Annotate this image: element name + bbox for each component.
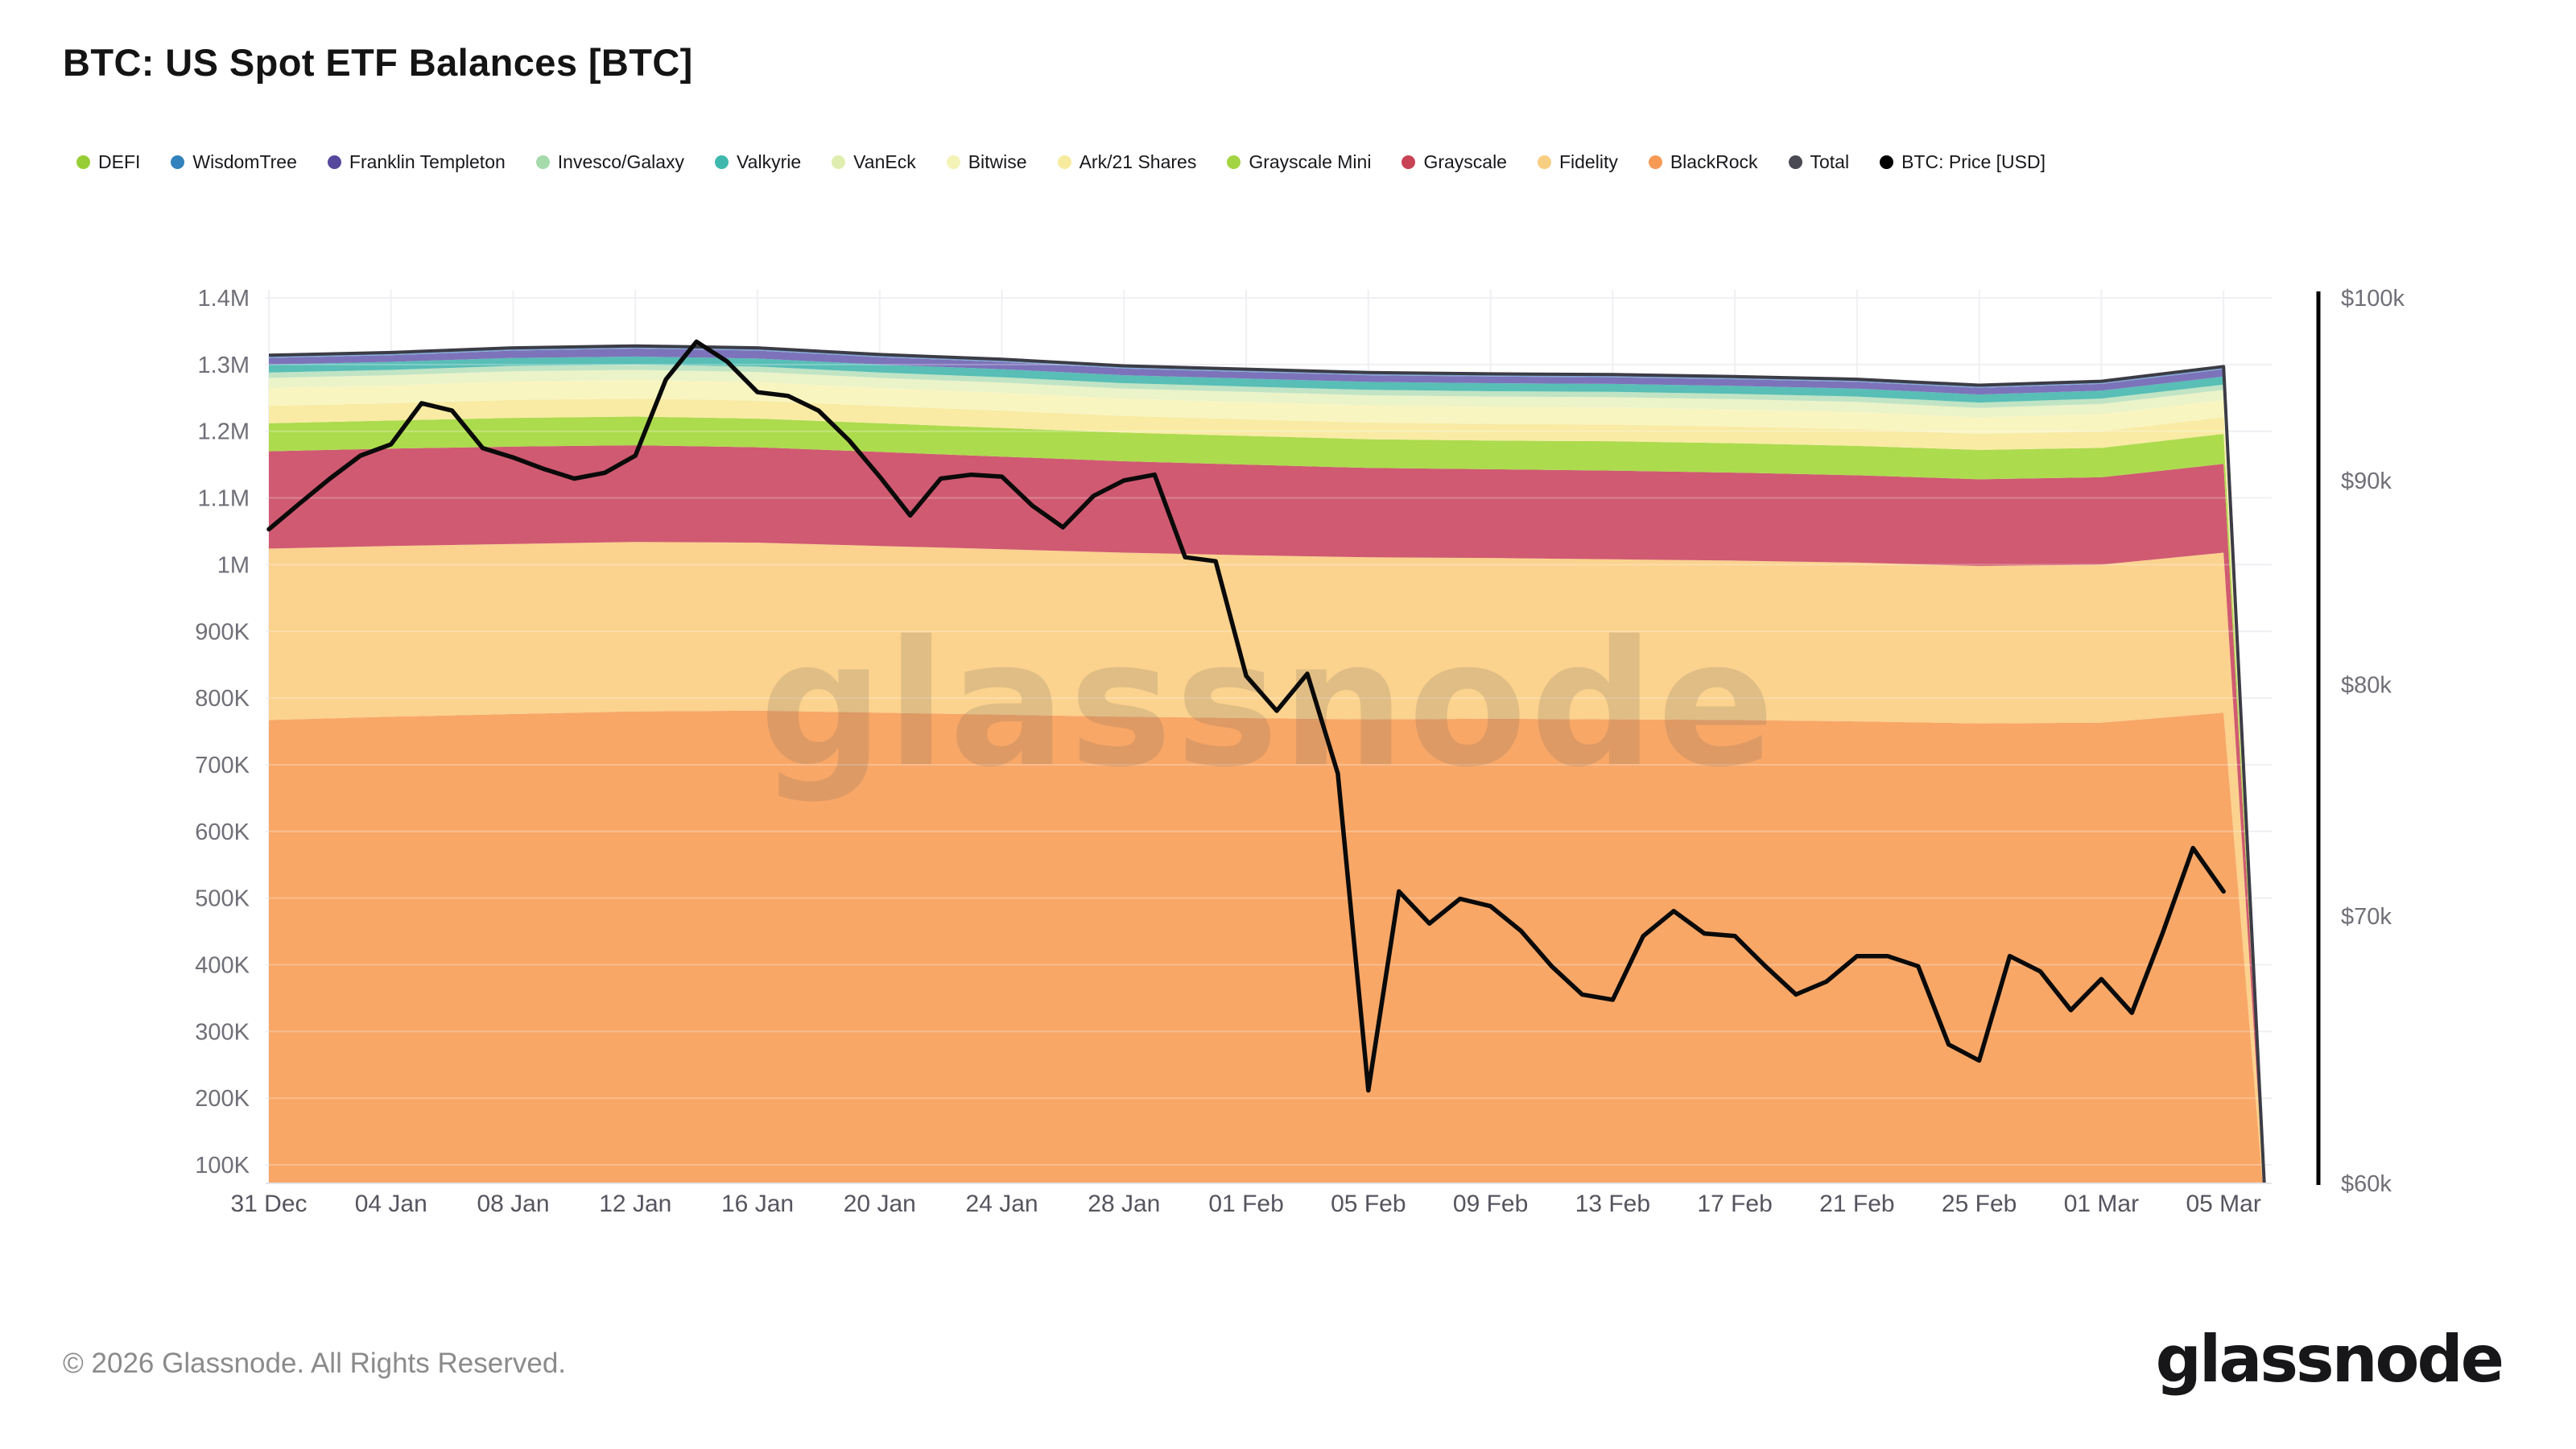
right-axis-tick: $70k [2341,904,2392,930]
x-axis-tick: 09 Feb [1453,1191,1528,1217]
total-line[interactable] [268,344,2266,1225]
right-axis-labels: $100k $90k $80k $70k $60k [2341,286,2405,1197]
x-axis-tick: 20 Jan [844,1191,916,1217]
legend-label: Grayscale [1423,151,1507,172]
left-axis-tick: 900K [195,619,250,645]
legend-swatch-icon [1537,155,1551,169]
legend-swatch-icon [1227,155,1241,169]
legend-item-fidelity[interactable]: Fidelity [1537,151,1618,173]
left-axis-tick: 400K [195,953,250,979]
legend-label: Grayscale Mini [1249,151,1372,172]
legend-swatch-icon [715,155,729,169]
area-blackrock[interactable] [269,710,2266,1232]
x-axis-tick: 24 Jan [966,1191,1038,1217]
x-axis-tick: 17 Feb [1697,1191,1772,1217]
legend-item-bitwise[interactable]: Bitwise [946,151,1027,173]
legend-swatch-icon [171,155,185,169]
left-axis-tick: 1.2M [198,419,250,445]
legend-swatch-icon [1057,155,1071,169]
x-axis-tick: 31 Dec [230,1191,307,1217]
area-fidelity[interactable] [269,542,2266,1228]
legend-swatch-icon [327,155,341,169]
x-axis-tick: 08 Jan [477,1191,549,1217]
page-title: BTC: US Spot ETF Balances [BTC] [63,41,693,84]
x-axis-tick: 01 Feb [1208,1191,1283,1217]
legend-item-blackrock[interactable]: BlackRock [1648,151,1758,173]
left-axis-tick: 500K [195,886,250,912]
left-axis-labels: 1.4M 1.3M 1.2M 1.1M 1M 900K 800K 700K 600K 500K 40… [195,286,250,1179]
x-axis-tick: 25 Feb [1942,1191,2017,1217]
legend-swatch-icon [1880,155,1894,169]
legend-swatch-icon [832,155,846,169]
legend-swatch-icon [535,155,550,169]
legend-item-btc-price-usd[interactable]: BTC: Price [USD] [1880,151,2046,173]
left-axis-tick: 1M [217,552,250,578]
legend-swatch-icon [1788,155,1802,169]
left-axis-tick: 100K [195,1153,250,1179]
x-axis-tick: 05 Feb [1331,1191,1406,1217]
right-axis-tick: $90k [2341,469,2392,494]
x-axis-tick: 01 Mar [2064,1191,2139,1217]
legend-item-ark-21-shares[interactable]: Ark/21 Shares [1057,151,1197,173]
legend-item-valkyrie[interactable]: Valkyrie [715,151,801,173]
legend-label: VanEck [853,151,916,172]
x-axis-tick: 12 Jan [599,1191,671,1217]
legend-item-total[interactable]: Total [1788,151,1850,173]
x-axis-tick: 04 Jan [355,1191,427,1217]
x-axis-tick: 28 Jan [1088,1191,1160,1217]
legend-label: Bitwise [968,151,1027,172]
right-axis-tick: $60k [2341,1171,2392,1197]
left-axis-tick: 800K [195,686,250,712]
stacked-areas[interactable] [269,345,2266,1232]
legend-label: Invesco/Galaxy [557,151,685,172]
x-axis-tick: 05 Mar [2186,1191,2260,1217]
legend-item-defi[interactable]: DEFI [76,151,140,173]
legend-label: Valkyrie [737,151,802,172]
glassnode-logo: glassnode [2155,1322,2504,1397]
watermark: glassnode [759,603,1777,805]
legend-swatch-icon [1402,155,1416,169]
legend-item-vaneck[interactable]: VanEck [832,151,916,173]
legend: DEFI WisdomTree Franklin Templeton Invesco/… [76,151,2046,173]
gridline-overlay [266,297,2272,1166]
legend-label: Ark/21 Shares [1079,151,1197,172]
legend-item-franklin-templeton[interactable]: Franklin Templeton [327,151,506,173]
legend-item-invesco-galaxy[interactable]: Invesco/Galaxy [535,151,685,173]
left-axis-tick: 1.1M [198,486,250,512]
btc-price-line[interactable] [266,339,2226,1093]
x-axis-tick: 21 Feb [1819,1191,1894,1217]
left-axis-tick: 200K [195,1086,250,1112]
x-axis-labels: 31 Dec 04 Jan 08 Jan 12 Jan 16 Jan 20 Jan 24 J… [230,1191,2260,1217]
right-axis-tick: $100k [2341,286,2405,312]
area-grayscale[interactable] [269,445,2266,1226]
legend-label: BTC: Price [USD] [1901,151,2046,172]
legend-label: DEFI [98,151,141,172]
legend-label: Total [1810,151,1850,172]
legend-swatch-icon [946,155,960,169]
right-axis-tick: $80k [2341,672,2392,698]
left-axis-tick: 1.3M [198,353,250,378]
legend-swatch-icon [76,155,90,169]
left-axis-tick: 1.4M [198,286,250,312]
left-axis-tick: 600K [195,819,250,845]
legend-item-grayscale[interactable]: Grayscale [1402,151,1507,173]
legend-item-grayscale-mini[interactable]: Grayscale Mini [1227,151,1371,173]
legend-swatch-icon [1648,155,1662,169]
legend-item-wisdomtree[interactable]: WisdomTree [171,151,297,173]
x-axis-tick: 13 Feb [1575,1191,1650,1217]
left-axis-tick: 300K [195,1019,250,1045]
left-axis-tick: 700K [195,753,250,778]
x-axis-tick: 16 Jan [721,1191,794,1217]
legend-label: Fidelity [1558,151,1618,172]
legend-label: BlackRock [1670,151,1758,172]
copyright-text: © 2026 Glassnode. All Rights Reserved. [63,1348,567,1379]
legend-label: Franklin Templeton [349,151,506,172]
legend-label: WisdomTree [192,151,297,172]
